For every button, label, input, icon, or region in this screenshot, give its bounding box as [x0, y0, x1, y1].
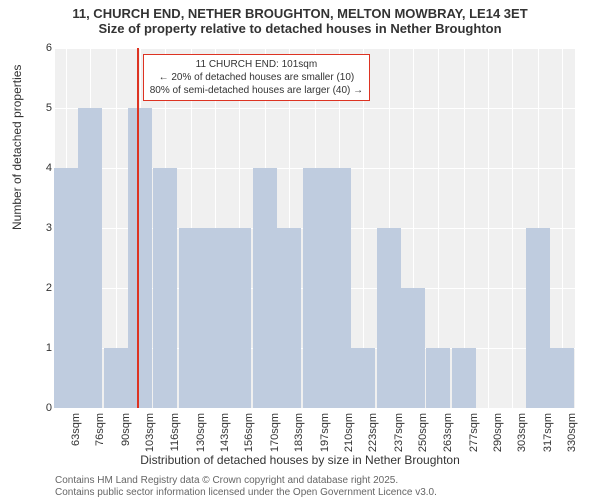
grid-line-vertical: [488, 48, 489, 408]
y-tick-label: 5: [46, 102, 52, 114]
histogram-bar: [550, 348, 574, 408]
x-tick-label: 263sqm: [442, 413, 454, 463]
histogram-bar: [78, 108, 102, 408]
x-tick-label: 116sqm: [169, 413, 181, 463]
x-tick-label: 290sqm: [492, 413, 504, 463]
histogram-bar: [153, 168, 177, 408]
histogram-bar: [104, 348, 128, 408]
chart-title-line1: 11, CHURCH END, NETHER BROUGHTON, MELTON…: [0, 0, 600, 21]
x-tick-label: 330sqm: [566, 413, 578, 463]
x-tick-label: 237sqm: [393, 413, 405, 463]
histogram-bar: [227, 228, 251, 408]
x-tick-label: 197sqm: [319, 413, 331, 463]
x-tick-label: 223sqm: [367, 413, 379, 463]
annotation-line: ← 20% of detached houses are smaller (10…: [150, 71, 363, 84]
reference-line: [137, 48, 139, 408]
y-tick-label: 3: [46, 222, 52, 234]
x-tick-label: 210sqm: [343, 413, 355, 463]
footer-copyright-2: Contains public sector information licen…: [55, 487, 437, 498]
histogram-bar: [426, 348, 450, 408]
annotation-box: 11 CHURCH END: 101sqm← 20% of detached h…: [143, 54, 370, 101]
y-tick-label: 1: [46, 342, 52, 354]
grid-line-horizontal: [55, 408, 575, 409]
histogram-bar: [303, 168, 327, 408]
x-tick-label: 90sqm: [120, 413, 132, 463]
y-tick-label: 4: [46, 162, 52, 174]
x-tick-label: 63sqm: [70, 413, 82, 463]
y-axis-label: Number of detached properties: [10, 65, 24, 230]
histogram-bar: [377, 228, 401, 408]
histogram-bar: [526, 228, 550, 408]
grid-line-vertical: [512, 48, 513, 408]
histogram-bar: [253, 168, 277, 408]
histogram-bar: [401, 288, 425, 408]
x-tick-label: 76sqm: [94, 413, 106, 463]
histogram-bar: [327, 168, 351, 408]
chart-title-line2: Size of property relative to detached ho…: [0, 21, 600, 36]
annotation-line: 11 CHURCH END: 101sqm: [150, 58, 363, 71]
plot-area: 11 CHURCH END: 101sqm← 20% of detached h…: [55, 48, 575, 408]
x-tick-label: 183sqm: [293, 413, 305, 463]
x-tick-label: 156sqm: [243, 413, 255, 463]
y-tick-label: 6: [46, 42, 52, 54]
x-tick-label: 250sqm: [417, 413, 429, 463]
x-tick-label: 303sqm: [516, 413, 528, 463]
y-tick-label: 2: [46, 282, 52, 294]
histogram-bar: [351, 348, 375, 408]
histogram-bar: [128, 108, 152, 408]
chart-container: 11, CHURCH END, NETHER BROUGHTON, MELTON…: [0, 0, 600, 500]
histogram-bar: [54, 168, 78, 408]
x-tick-label: 130sqm: [195, 413, 207, 463]
histogram-bar: [203, 228, 227, 408]
x-tick-label: 103sqm: [144, 413, 156, 463]
x-tick-label: 277sqm: [468, 413, 480, 463]
annotation-line: 80% of semi-detached houses are larger (…: [150, 84, 363, 97]
histogram-bar: [452, 348, 476, 408]
histogram-bar: [277, 228, 301, 408]
x-tick-label: 170sqm: [269, 413, 281, 463]
x-tick-label: 317sqm: [542, 413, 554, 463]
y-tick-label: 0: [46, 402, 52, 414]
footer-copyright-1: Contains HM Land Registry data © Crown c…: [55, 475, 398, 486]
x-tick-label: 143sqm: [219, 413, 231, 463]
histogram-bar: [179, 228, 203, 408]
